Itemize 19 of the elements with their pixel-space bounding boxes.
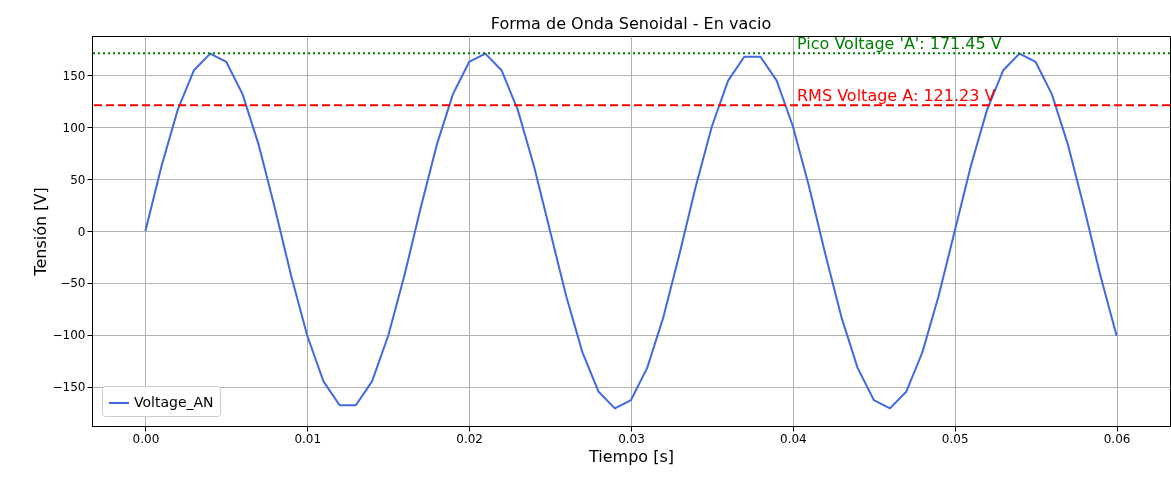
- x-tick-label: 0.01: [294, 431, 322, 446]
- y-tick-label: 100: [62, 120, 86, 135]
- x-tick-label: 0.00: [132, 431, 160, 446]
- y-tick-label: −100: [52, 328, 86, 343]
- y-tick-label: 0: [77, 224, 86, 239]
- legend-label: Voltage_AN: [134, 394, 214, 410]
- x-tick-label: 0.05: [941, 431, 969, 446]
- x-tick-label: 0.04: [780, 431, 807, 446]
- y-tick-label: 150: [62, 68, 86, 83]
- chart-title: Forma de Onda Senoidal - En vacio: [490, 14, 772, 33]
- x-tick-label: 0.03: [618, 431, 645, 446]
- y-axis-title: Tensión [V]: [30, 187, 50, 277]
- x-axis-title: Tiempo [s]: [587, 446, 675, 466]
- ref-line-label: Pico Voltage 'A': 171.45 V: [797, 34, 1002, 54]
- y-tick-label: −150: [52, 380, 86, 395]
- x-tick-label: 0.06: [1103, 431, 1131, 446]
- x-tick-label: 0.02: [456, 431, 483, 446]
- y-tick-label: −50: [60, 276, 86, 291]
- y-tick-label: 50: [70, 172, 86, 187]
